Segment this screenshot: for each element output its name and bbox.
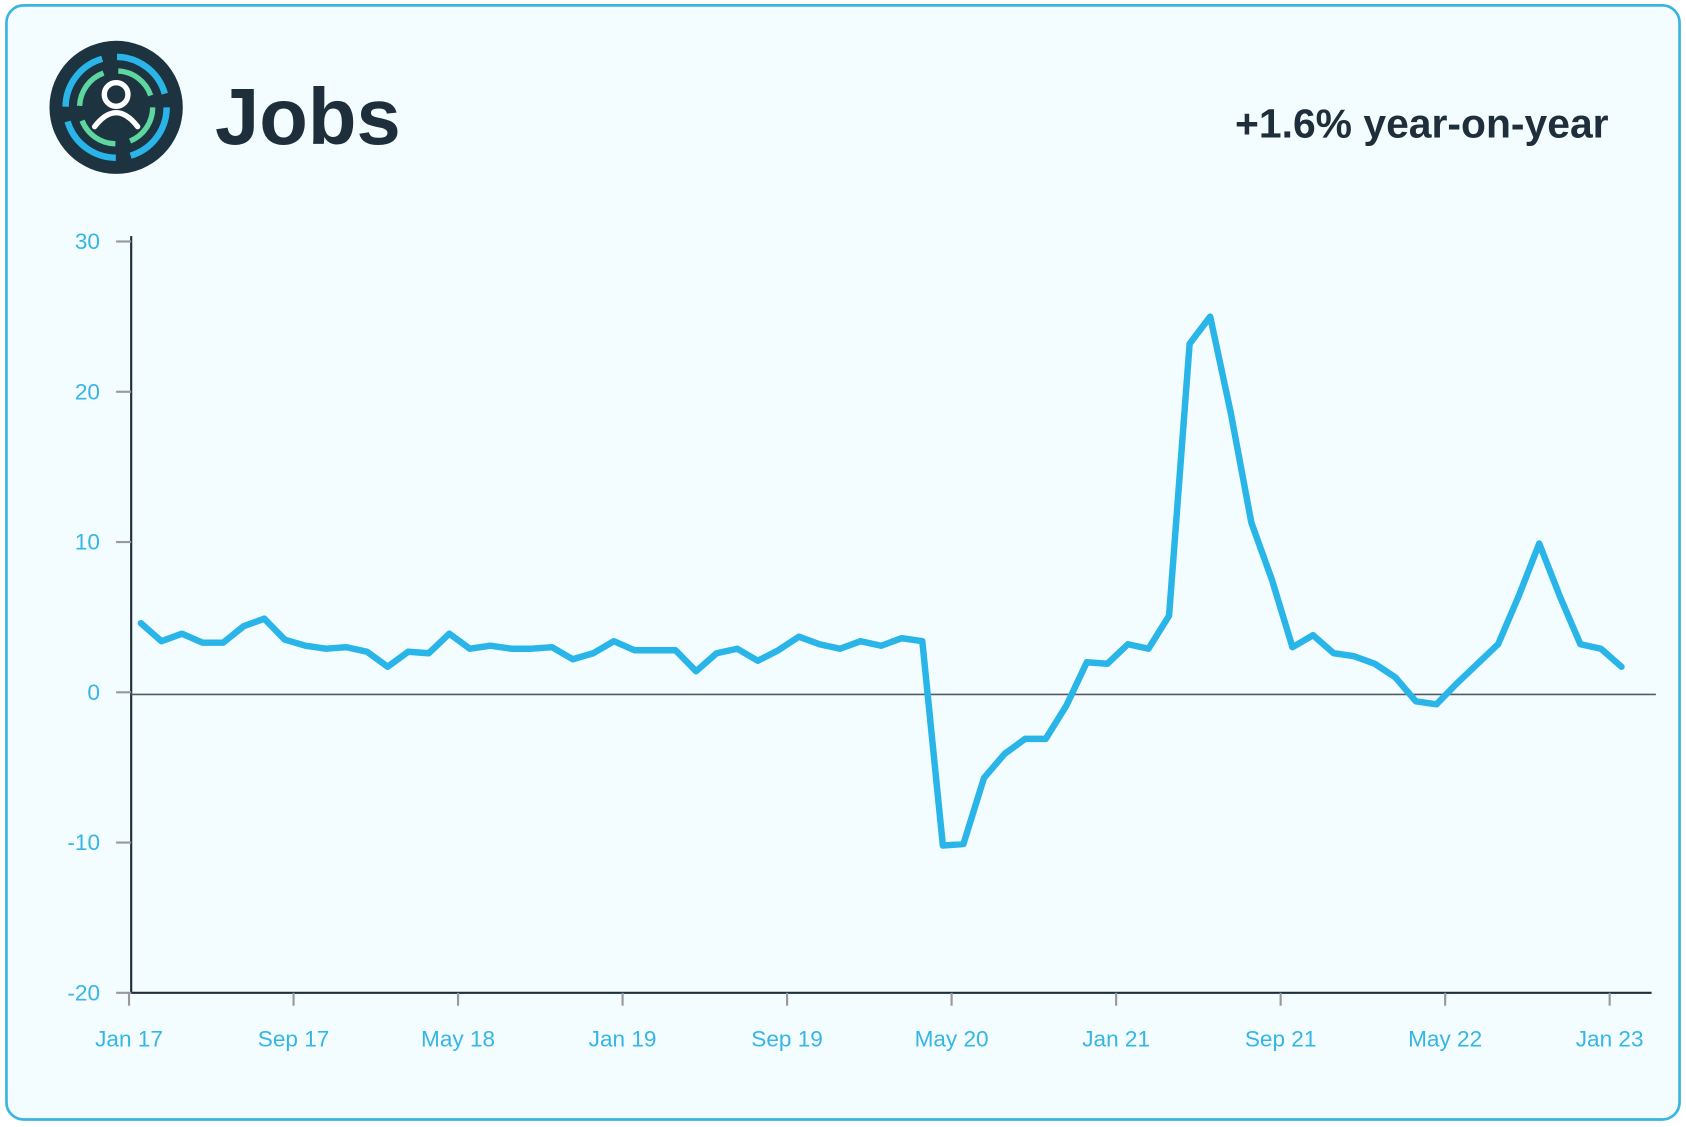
y-tick-label: 20 (75, 379, 100, 404)
y-tick-label: -10 (67, 830, 100, 855)
x-tick-label: Sep 19 (751, 1027, 823, 1052)
x-tick-label: Jan 21 (1082, 1027, 1150, 1052)
x-tick-label: May 22 (1408, 1027, 1482, 1052)
y-tick-label: -20 (67, 980, 100, 1005)
jobs-icon (49, 40, 183, 174)
data-line (137, 313, 1625, 849)
chart-subtitle: +1.6% year-on-year (1235, 100, 1609, 146)
y-tick-label: 0 (87, 680, 100, 705)
x-tick-label: Jan 23 (1576, 1027, 1644, 1052)
x-tick-label: Sep 17 (258, 1027, 330, 1052)
y-tick-label: 30 (75, 229, 100, 254)
x-tick-label: May 20 (915, 1027, 989, 1052)
x-tick-label: Jan 17 (95, 1027, 163, 1052)
x-tick-label: Sep 21 (1245, 1027, 1317, 1052)
card-frame (5, 4, 1681, 1121)
x-tick-label: May 18 (421, 1027, 495, 1052)
chart-title: Jobs (215, 72, 401, 161)
x-tick-label: Jan 19 (589, 1027, 657, 1052)
y-tick-label: 10 (75, 530, 100, 555)
